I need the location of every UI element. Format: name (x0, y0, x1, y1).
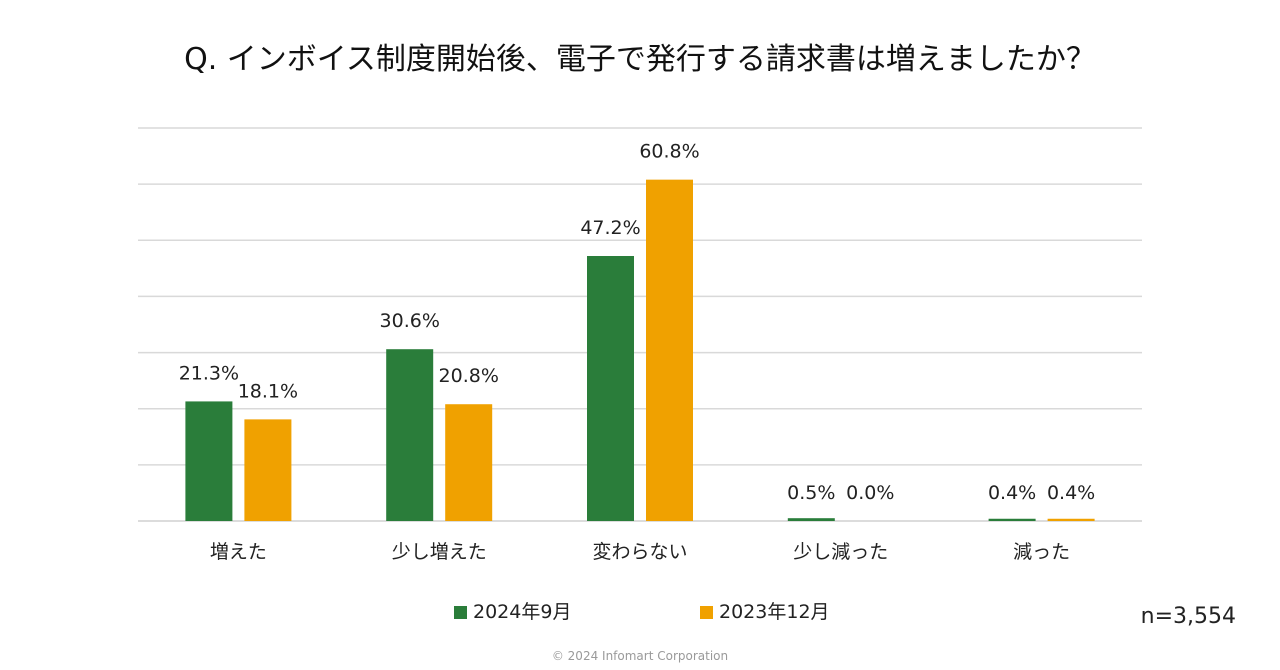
bars (185, 179, 1095, 521)
data-label: 0.0% (846, 482, 894, 504)
legend-item-2023-dec: 2023年12月 (700, 598, 830, 626)
gridlines (138, 127, 1142, 522)
legend-swatch-2023-dec (700, 605, 713, 619)
chart-title: Q. インボイス制度開始後、電子で発行する請求書は増えましたか？ (184, 42, 1096, 77)
category-label: 減った (1013, 541, 1070, 563)
sample-size: n=3,554 (1140, 604, 1236, 629)
bar (787, 518, 835, 521)
data-label: 0.4% (1047, 482, 1095, 504)
bar (445, 404, 493, 521)
data-label: 18.1% (238, 380, 298, 402)
bar (185, 401, 233, 521)
legend-label-2023-dec: 2023年12月 (719, 601, 830, 623)
legend-swatch-2024-sep (454, 605, 467, 619)
bar (386, 349, 434, 521)
bar (646, 179, 693, 521)
data-label: 20.8% (439, 365, 499, 387)
copyright: © 2024 Infomart Corporation (551, 649, 729, 663)
category-labels: 増えた 少し増えた 変わらない 少し減った 減った (210, 541, 1070, 563)
data-label: 60.8% (639, 141, 699, 163)
data-label: 21.3% (179, 362, 239, 384)
legend-item-2024-sep: 2024年9月 (454, 598, 571, 626)
bar (587, 256, 634, 521)
bar (244, 419, 292, 521)
category-label: 少し減った (793, 541, 888, 563)
category-label: 変わらない (592, 541, 687, 563)
bar (1047, 518, 1095, 521)
data-label: 0.5% (787, 482, 835, 504)
data-label: 0.4% (988, 482, 1036, 504)
category-label: 少し増えた (392, 541, 487, 563)
data-label: 47.2% (580, 217, 640, 239)
bar (988, 518, 1036, 521)
data-label: 30.6% (380, 310, 440, 332)
legend: 2024年9月 2023年12月 (0, 598, 1280, 626)
legend-label-2024-sep: 2024年9月 (473, 601, 572, 623)
data-labels: 21.3%18.1% 30.6% 20.8% 47.2% 60.8% 0.5% 0.0% 0.… (179, 141, 1096, 504)
category-label: 増えた (210, 541, 267, 563)
